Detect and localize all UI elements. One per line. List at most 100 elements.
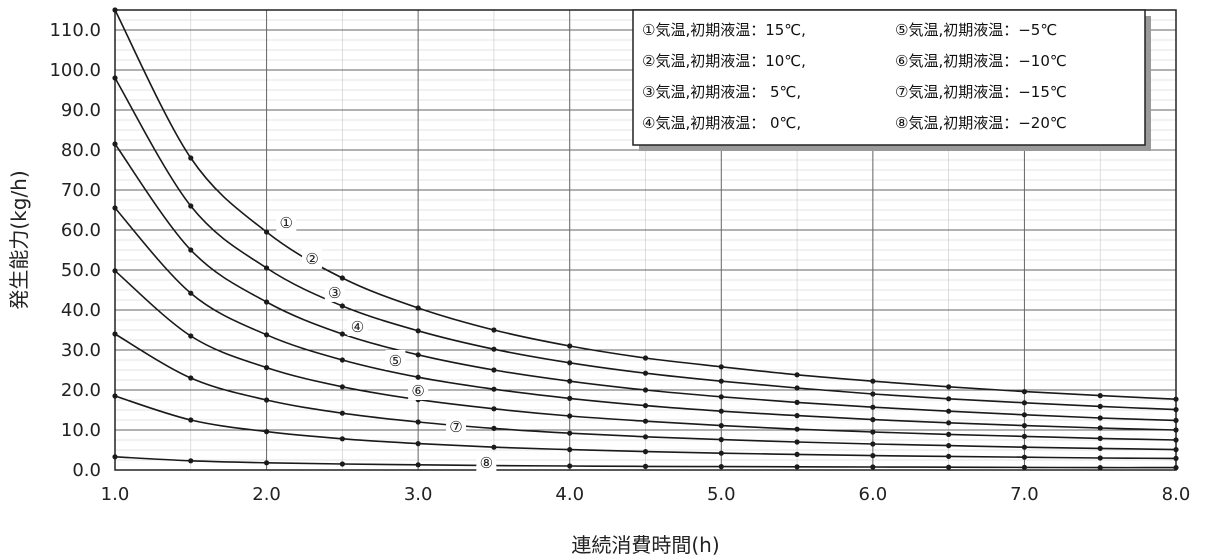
curve-label-6: ⑥	[411, 382, 424, 400]
y-tick-label: 110.0	[49, 20, 101, 41]
y-tick-labels: 0.0 10.0 20.0 30.0 40.0 50.0 60.0 70.0 80.0 90.0 1…	[49, 20, 101, 481]
data-point-series-8	[567, 463, 573, 469]
y-tick-label: 10.0	[61, 420, 101, 441]
data-point-series-7	[339, 436, 345, 442]
curve-label-bg-7	[446, 416, 467, 436]
data-point-series-7	[870, 453, 876, 459]
y-tick-label: 20.0	[61, 380, 101, 401]
legend-entry-2: ②気温,初期液温：10℃,	[642, 52, 806, 70]
data-point-series-6	[946, 443, 952, 449]
x-tick-label: 3.0	[404, 484, 433, 505]
data-point-series-7	[1097, 455, 1103, 461]
data-point-series-4	[112, 205, 118, 211]
x-tick-labels: 1.0 2.0 3.0 4.0 5.0 6.0 7.0 8.0	[101, 484, 1191, 505]
data-point-series-7	[946, 453, 952, 459]
data-point-series-7	[567, 447, 573, 453]
data-point-series-1	[642, 355, 649, 361]
data-point-series-1	[718, 364, 724, 370]
data-point-series-4	[567, 395, 573, 401]
legend: ①気温,初期液温：15℃, ②気温,初期液温：10℃, ③気温,初期液温： 5℃…	[632, 9, 1151, 151]
data-point-series-3	[1097, 415, 1103, 421]
x-tick-label: 2.0	[252, 484, 281, 505]
data-point-series-4	[642, 403, 649, 409]
legend-entry-8: ⑧気温,初期液温：−20℃	[895, 114, 1067, 132]
data-point-series-3	[567, 378, 573, 384]
curve-label-bg-6	[408, 380, 429, 400]
curve-label-bg-1	[276, 212, 297, 232]
data-point-series-7	[188, 417, 194, 423]
data-point-series-5	[263, 365, 270, 371]
data-point-series-1	[112, 7, 118, 13]
y-axis-title: 発生能力(kg/h)	[7, 170, 31, 309]
legend-box	[632, 9, 1146, 146]
data-point-series-6	[718, 437, 724, 443]
curve-label-1: ①	[280, 214, 293, 232]
data-point-series-8	[642, 463, 649, 469]
data-point-series-1	[188, 155, 194, 161]
curve-label-bg-2	[302, 248, 323, 268]
data-point-series-3	[491, 367, 497, 373]
curve-label-bg-4	[347, 316, 368, 336]
data-point-series-2	[718, 378, 724, 384]
legend-entry-6: ⑥気温,初期液温：−10℃	[895, 52, 1067, 70]
curve-label-bg-8	[476, 452, 497, 472]
data-point-series-5	[1097, 435, 1103, 441]
data-point-series-8	[188, 458, 194, 464]
data-point-series-5	[1021, 433, 1028, 439]
data-point-series-8	[1021, 464, 1028, 470]
data-point-series-6	[870, 441, 876, 447]
data-point-series-4	[415, 374, 421, 380]
data-point-series-3	[946, 408, 952, 414]
data-point-series-4	[339, 357, 345, 363]
y-tick-label: 90.0	[61, 100, 101, 121]
curve-label-5: ⑤	[389, 352, 402, 370]
data-point-series-3	[188, 247, 194, 253]
data-point-series-8	[1173, 465, 1179, 471]
legend-entry-5: ⑤気温,初期液温：−5℃	[895, 21, 1057, 39]
y-tick-label: 70.0	[61, 180, 101, 201]
data-point-series-7	[1173, 455, 1179, 461]
data-point-series-1	[1173, 396, 1179, 402]
data-point-series-4	[1021, 423, 1028, 429]
data-point-series-7	[794, 451, 800, 457]
curve-label-2: ②	[305, 250, 318, 268]
data-point-series-1	[946, 384, 952, 390]
data-point-series-6	[491, 425, 497, 431]
y-tick-label: 100.0	[49, 60, 101, 81]
data-point-series-5	[112, 268, 118, 274]
data-point-series-1	[567, 343, 573, 349]
data-point-series-3	[415, 352, 421, 358]
data-point-series-7	[415, 441, 421, 447]
x-tick-label: 5.0	[707, 484, 736, 505]
data-point-series-5	[642, 418, 649, 424]
data-point-series-1	[1097, 393, 1103, 399]
curve-label-bg-5	[385, 350, 406, 370]
legend-entry-4: ④気温,初期液温： 0℃,	[642, 114, 801, 132]
data-point-series-6	[188, 375, 194, 381]
data-point-series-5	[491, 406, 497, 412]
x-tick-label: 1.0	[101, 484, 130, 505]
data-point-series-3	[870, 404, 876, 410]
y-tick-label: 0.0	[72, 460, 101, 481]
data-point-series-1	[263, 229, 270, 235]
data-point-series-8	[112, 454, 118, 460]
data-point-series-1	[491, 327, 497, 333]
y-tick-label: 50.0	[61, 260, 101, 281]
data-point-series-1	[1021, 389, 1028, 395]
data-point-series-6	[1021, 444, 1028, 450]
data-point-series-7	[112, 393, 118, 399]
series-layer	[112, 7, 1179, 471]
data-point-series-3	[339, 331, 345, 337]
data-point-series-6	[1173, 447, 1179, 453]
y-tick-label: 40.0	[61, 300, 101, 321]
data-point-series-3	[1173, 417, 1179, 423]
data-point-series-2	[188, 203, 194, 209]
data-point-series-8	[415, 462, 421, 468]
data-point-series-5	[1173, 437, 1179, 443]
y-tick-label: 30.0	[61, 340, 101, 361]
data-point-series-2	[642, 370, 649, 376]
data-point-series-3	[794, 399, 800, 405]
data-point-series-2	[1173, 407, 1179, 413]
